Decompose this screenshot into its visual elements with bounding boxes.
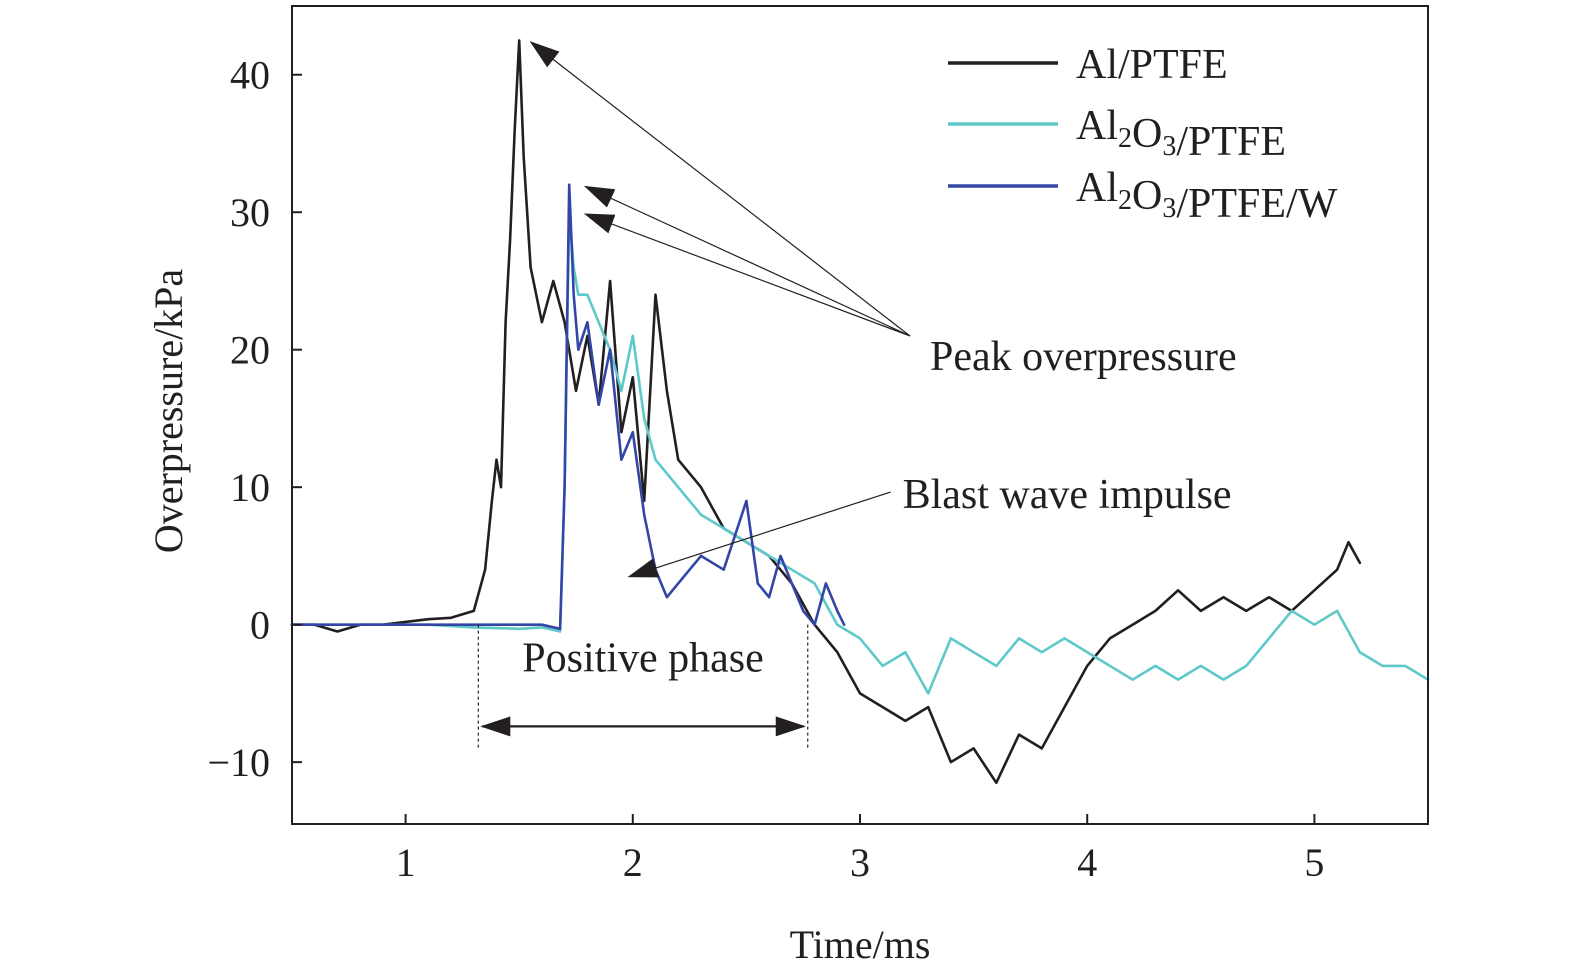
peak-pointer-0 [529, 41, 911, 337]
x-tick-label: 3 [850, 840, 870, 885]
x-tick-label: 2 [623, 840, 643, 885]
series-layer [290, 39, 1430, 785]
series-line-2 [290, 183, 846, 631]
peak-pointer-2 [583, 213, 911, 337]
y-tick-label: −10 [207, 740, 270, 785]
x-axis-title: Time/ms [790, 922, 931, 967]
impulse-pointer [627, 491, 891, 578]
peak-overpressure-label: Peak overpressure [930, 334, 1237, 380]
y-tick-label: 40 [230, 53, 270, 98]
x-tick-label: 4 [1077, 840, 1097, 885]
series-line-0 [290, 39, 1362, 785]
x-tick-label: 5 [1304, 840, 1324, 885]
series-line-1 [290, 210, 1430, 695]
peak-pointer-1 [583, 185, 911, 337]
annotations: Peak overpressure Blast wave impulse Posit… [477, 41, 1237, 749]
y-tick-label: 20 [230, 328, 270, 373]
blast-wave-impulse-label: Blast wave impulse [903, 472, 1232, 518]
legend-label-2: Al2O3/PTFE/W [1076, 165, 1338, 227]
positive-phase-label: Positive phase [522, 635, 763, 681]
y-axis-title: Overpressure/kPa [146, 269, 191, 554]
legend-label-1: Al2O3/PTFE [1076, 103, 1286, 165]
y-tick-label: 10 [230, 465, 270, 510]
y-tick-label: 0 [250, 603, 270, 648]
x-tick-label: 1 [396, 840, 416, 885]
x-axis: 1 2 3 4 5 [396, 814, 1324, 885]
y-tick-label: 30 [230, 190, 270, 235]
y-axis: −10 0 10 20 30 40 [207, 53, 302, 785]
legend-label-0: Al/PTFE [1076, 42, 1228, 88]
